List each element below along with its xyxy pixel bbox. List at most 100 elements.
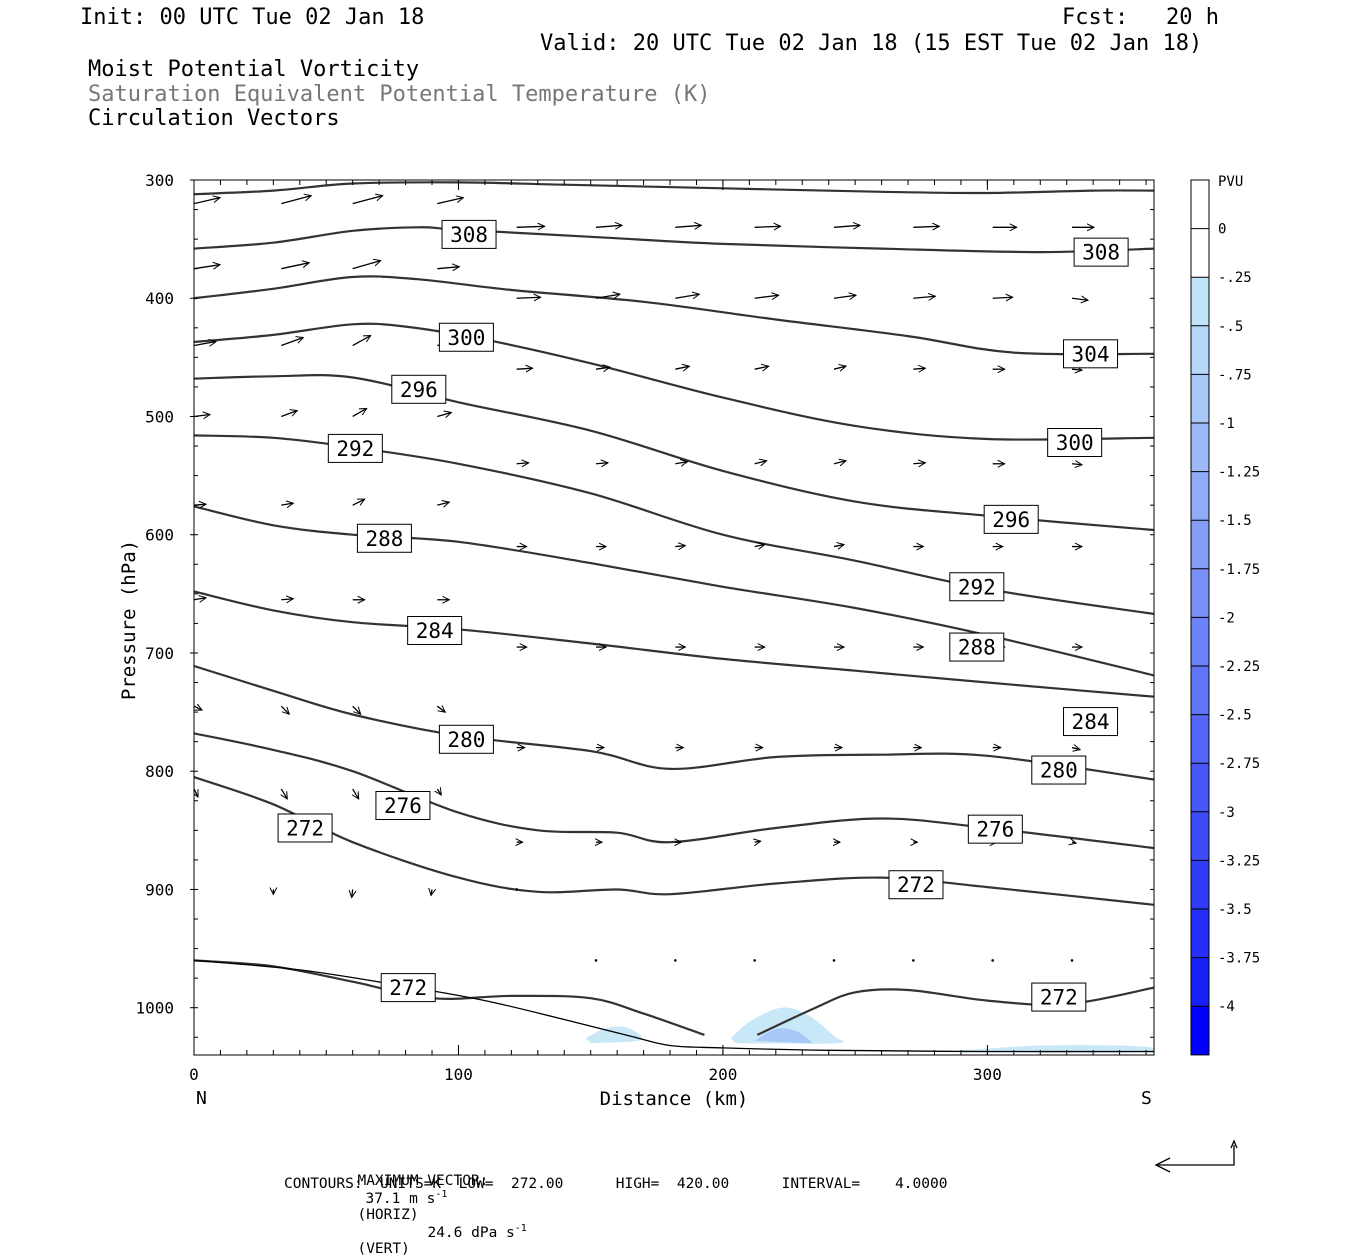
contour-label: 272	[1031, 982, 1087, 1012]
svg-text:272: 272	[897, 873, 935, 897]
colorbar-bin	[1191, 471, 1209, 521]
vector-arrow	[1071, 369, 1082, 370]
pvu-colorbar: 0 -.25 -.5 -.75 -1 -1.25 -1.5 -1.75 -2 -2.25 -2.5 -…	[1190, 179, 1260, 1056]
svg-text:300: 300	[447, 326, 485, 350]
svg-text:276: 276	[976, 818, 1014, 842]
colorbar-bin	[1191, 666, 1209, 716]
colorbar-bin	[1191, 228, 1209, 278]
svg-text:272: 272	[286, 816, 324, 840]
isentrope-308	[194, 181, 1154, 196]
vector-arrow	[755, 841, 761, 842]
vector-arrow	[754, 461, 767, 464]
svg-text:272: 272	[389, 976, 427, 1000]
vector-arrow	[675, 366, 689, 369]
colorbar-bin	[1191, 909, 1209, 959]
max-vector-label: MAXIMUM VECTOR:	[357, 1173, 489, 1189]
mpv-patch	[585, 1026, 643, 1044]
svg-text:300: 300	[1056, 431, 1094, 455]
vector-dot	[515, 888, 518, 891]
colorbar-tick-label: -2.5	[1218, 708, 1252, 724]
vector-arrow	[352, 334, 371, 347]
mpv-patch	[754, 1028, 813, 1044]
svg-text:288: 288	[958, 636, 996, 660]
colorbar-tick-label: -2.25	[1218, 659, 1260, 675]
colorbar-tick-label: -.75	[1218, 367, 1252, 383]
vector-arrow	[913, 226, 939, 227]
isentrope-272	[194, 959, 705, 1036]
colorbar-tick-label: -1.75	[1218, 562, 1260, 578]
max-vector-vert-tag: (VERT)	[357, 1240, 410, 1257]
vector-arrow	[353, 788, 359, 799]
contour-label: 288	[949, 632, 1005, 662]
x-axis-label: Distance (km)	[600, 1088, 749, 1110]
colorbar-tick-label: -1.5	[1218, 513, 1252, 529]
colorbar-tick-label: -4	[1218, 999, 1235, 1015]
isentrope-284	[194, 590, 1154, 698]
vector-arrow	[194, 342, 216, 346]
x-tick-label: 200	[708, 1065, 737, 1084]
vector-arrow	[754, 366, 769, 369]
colorbar-bin	[1191, 277, 1209, 327]
vector-arrow	[352, 705, 361, 714]
contour-label: 292	[949, 572, 1005, 602]
colorbar-bin	[1191, 763, 1209, 813]
vector-dot	[832, 959, 836, 962]
horiz-unit-exponent: -1	[435, 1189, 448, 1200]
vector-arrow	[913, 368, 925, 369]
vector-arrow	[352, 407, 367, 418]
colorbar-tick-label: -2.75	[1218, 756, 1260, 772]
contour-label: 272	[277, 813, 333, 843]
contour-label: 280	[1031, 755, 1087, 785]
vector-arrow	[194, 265, 220, 269]
colorbar-tick-label: -3.75	[1218, 951, 1260, 967]
vector-arrow	[352, 261, 381, 270]
max-vector-horiz-tag: (HORIZ)	[357, 1206, 419, 1223]
x-tick-label: 300	[973, 1065, 1002, 1084]
contour-label: 296	[391, 374, 447, 404]
svg-text:284: 284	[1072, 710, 1110, 734]
vector-arrow	[675, 462, 687, 464]
y-axis-label: Pressure (hPa)	[118, 540, 140, 700]
colorbar-tick-label: -3.5	[1218, 902, 1252, 918]
y-tick-label: 600	[145, 526, 174, 545]
vector-arrow	[436, 706, 445, 712]
svg-text:272: 272	[1040, 986, 1078, 1010]
svg-text:280: 280	[447, 728, 485, 752]
vector-arrow	[833, 461, 846, 464]
colorbar-tick-label: -.5	[1218, 319, 1243, 335]
vector-arrow	[595, 294, 620, 298]
vector-arrow	[431, 889, 432, 895]
contour-label: 276	[375, 791, 431, 821]
field-title-mpv: Moist Potential Vorticity	[88, 57, 420, 82]
colorbar-tick-label: -2	[1218, 610, 1235, 626]
vector-arrow	[194, 198, 220, 205]
vector-arrow	[281, 788, 287, 799]
field-title-vectors: Circulation Vectors	[88, 106, 340, 131]
contour-label: 308	[441, 219, 497, 249]
colorbar-title: PVU	[1218, 174, 1243, 190]
vector-arrow	[437, 412, 451, 416]
vector-dot	[991, 959, 994, 962]
vector-arrow	[675, 546, 685, 547]
vector-arrow	[833, 366, 846, 369]
isentrope-276	[194, 732, 1154, 850]
colorbar-tick-label: 0	[1218, 222, 1226, 238]
max-vector-vert-value: 24.6 dPa s	[427, 1224, 515, 1241]
contour-info-line: CONTOURS: UNITS=K LOW= 272.00 HIGH= 420.…	[284, 1176, 948, 1192]
x-tick-label: 100	[444, 1065, 473, 1084]
vector-arrow	[516, 226, 545, 227]
colorbar-tick-label: -1	[1218, 416, 1235, 432]
svg-text:296: 296	[992, 508, 1030, 532]
x-axis-ticks: 0 100 200 300	[189, 180, 1147, 1084]
vector-arrow	[754, 295, 779, 298]
contour-label: 304	[1063, 339, 1119, 369]
colorbar-bin	[1191, 520, 1209, 570]
svg-text:288: 288	[365, 527, 403, 551]
max-vector-line: MAXIMUM VECTOR: 37.1 m s-1 (HORIZ) 24.6 …	[340, 1157, 526, 1257]
vector-arrow	[675, 294, 699, 298]
contour-label: 292	[327, 433, 383, 463]
south-label: S	[1141, 1088, 1152, 1109]
vector-arrow	[1071, 748, 1080, 750]
contour-label: 300	[1047, 428, 1103, 457]
vector-arrow	[194, 788, 199, 797]
